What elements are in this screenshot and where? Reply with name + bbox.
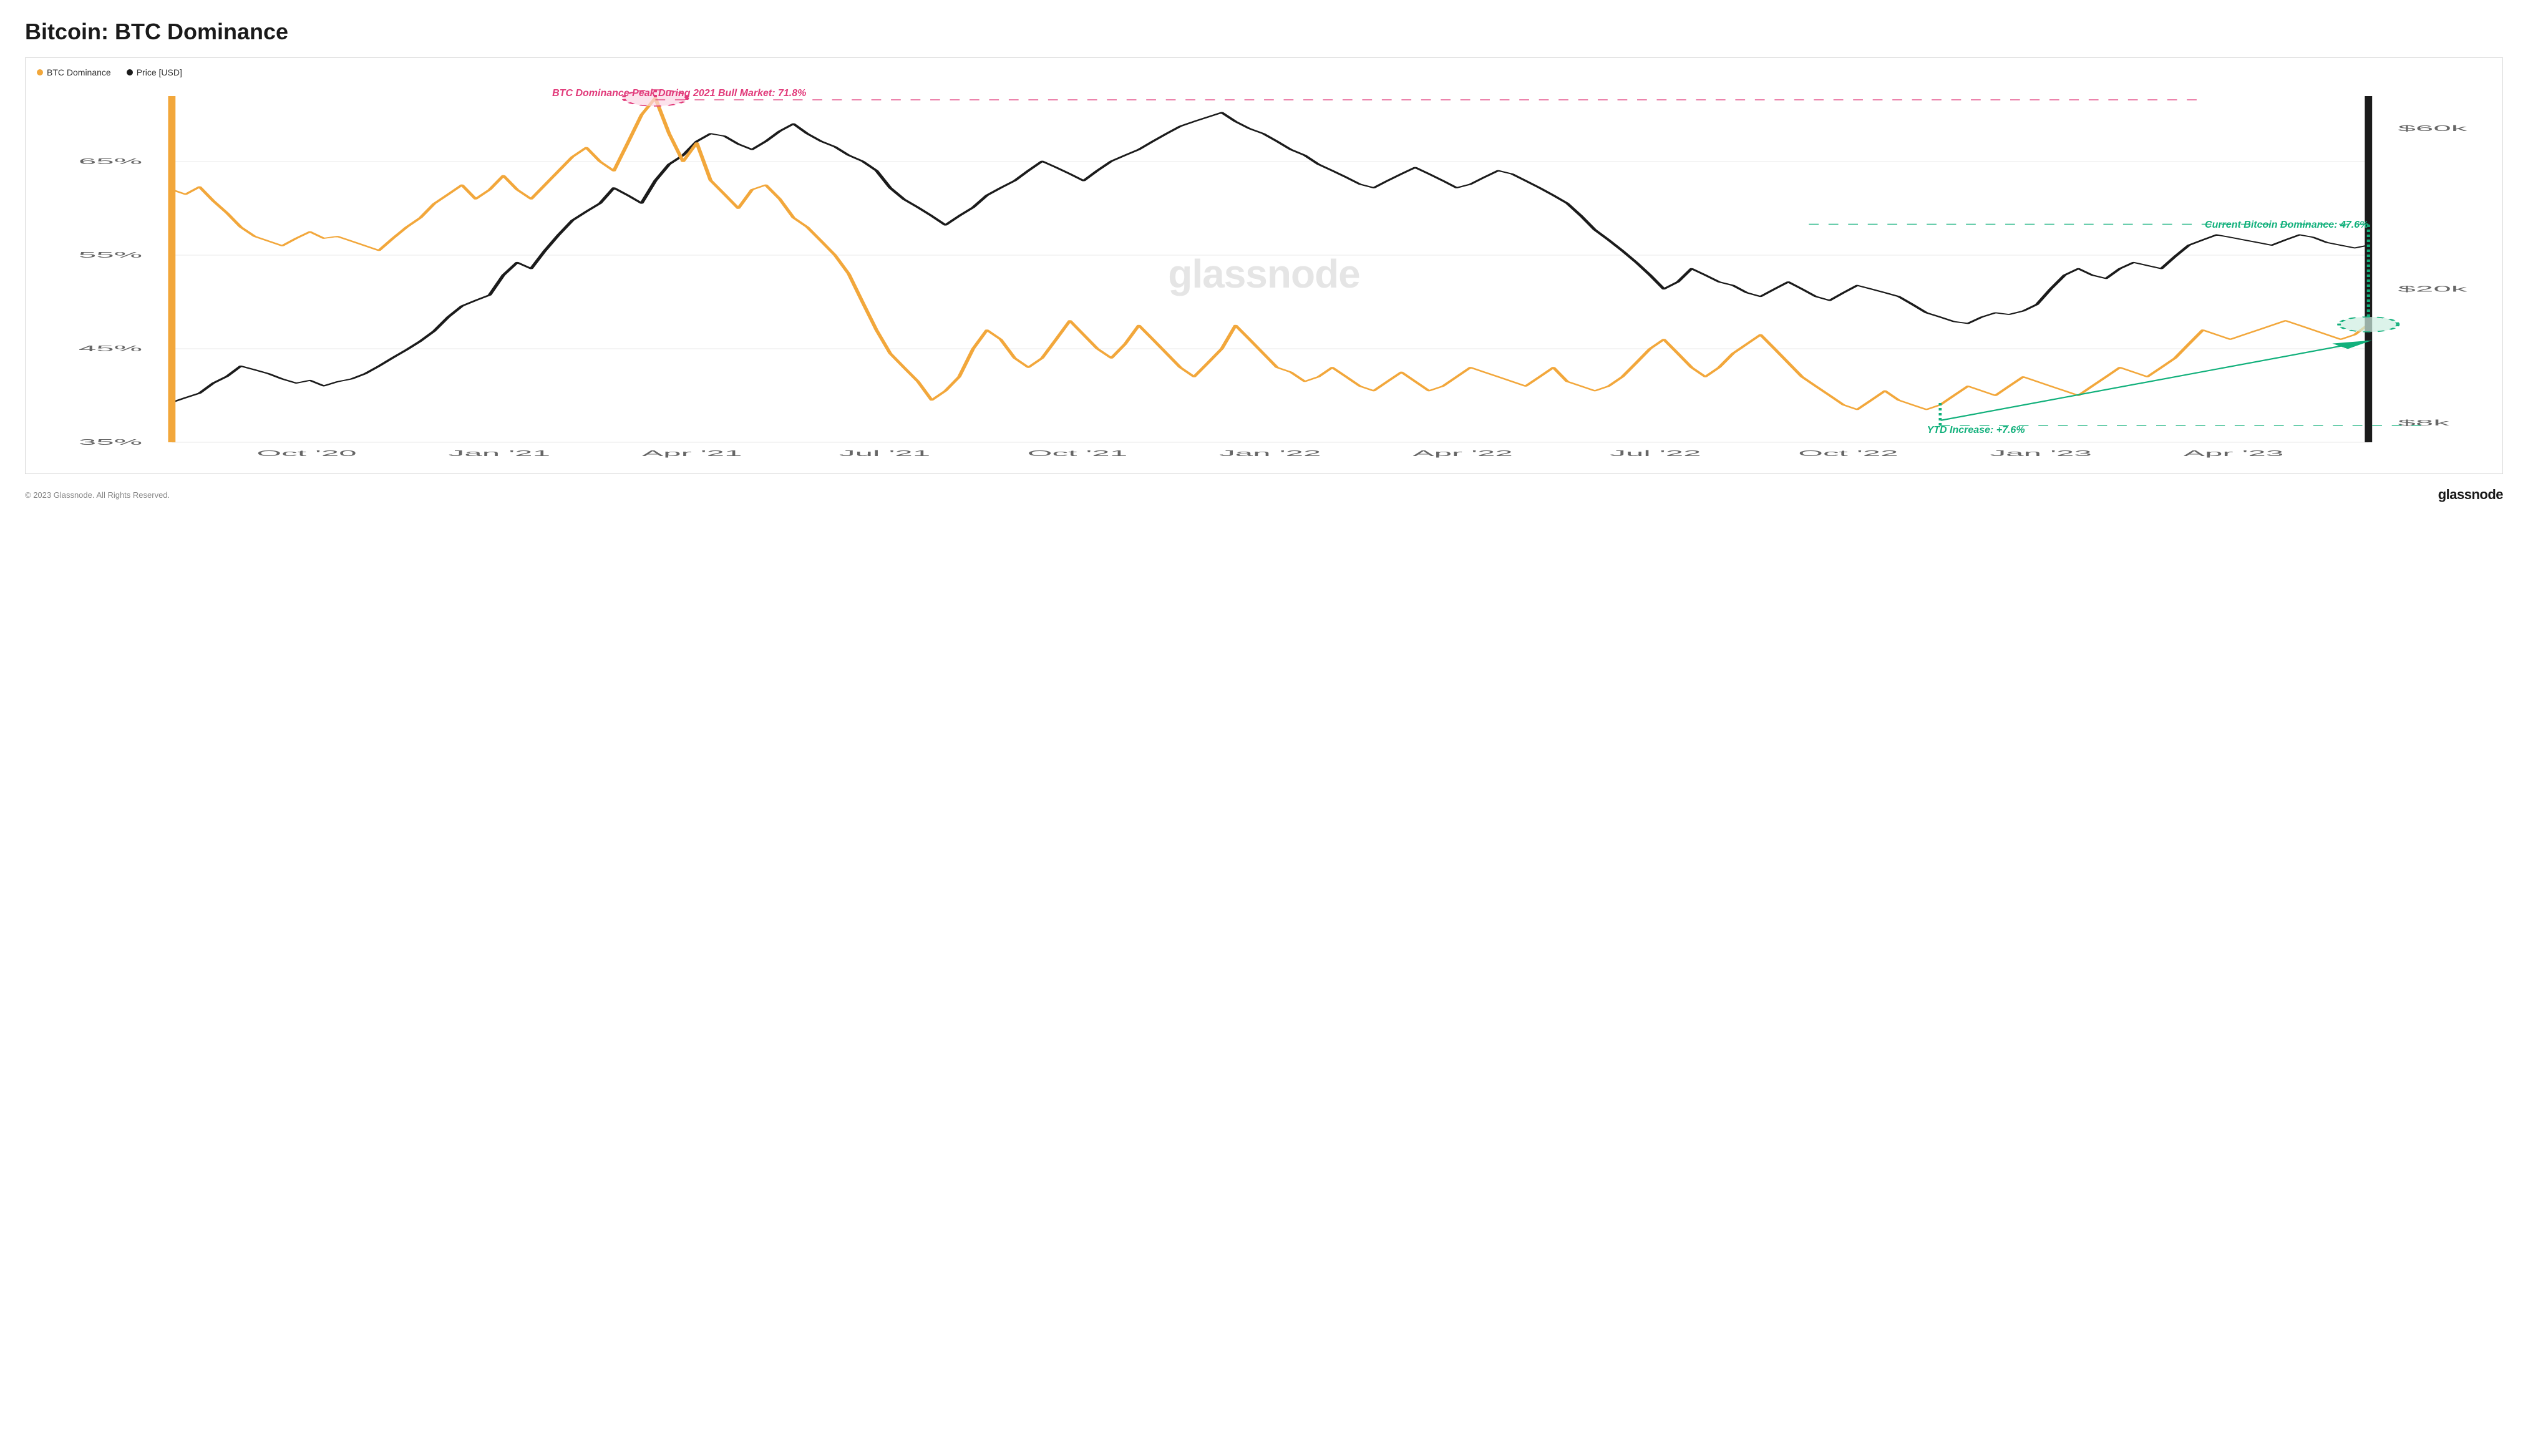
plot-area: glassnode 35%45%55%65%$8k$20k$60kOct '20… xyxy=(37,80,2491,467)
svg-text:45%: 45% xyxy=(79,344,142,353)
chart-svg: 35% 45% 55% 65% $8k $20k $60k Oct '20 Jan '21 Apr… xyxy=(37,80,2491,467)
legend: BTC Dominance Price [USD] xyxy=(37,67,2491,77)
svg-text:Apr '21: Apr '21 xyxy=(642,449,742,458)
legend-item-price: Price [USD] xyxy=(127,67,182,77)
svg-text:Oct '20: Oct '20 xyxy=(256,449,356,458)
annotation-ytd: YTD Increase: +7.6% xyxy=(1927,425,2025,436)
svg-text:Jan '23: Jan '23 xyxy=(1990,449,2092,458)
legend-label-dominance: BTC Dominance xyxy=(47,67,111,77)
annotation-peak: BTC Dominance Peak During 2021 Bull Mark… xyxy=(552,88,806,99)
svg-text:Jul '21: Jul '21 xyxy=(839,449,930,458)
legend-dot-price xyxy=(127,69,133,75)
legend-dot-dominance xyxy=(37,69,43,75)
svg-text:65%: 65% xyxy=(79,157,142,166)
svg-text:35%: 35% xyxy=(79,437,142,447)
chart-frame: BTC Dominance Price [USD] glassnode 35%4… xyxy=(25,57,2503,474)
legend-label-price: Price [USD] xyxy=(137,67,182,77)
copyright: © 2023 Glassnode. All Rights Reserved. xyxy=(25,490,170,500)
page-title: Bitcoin: BTC Dominance xyxy=(25,19,2503,45)
svg-text:55%: 55% xyxy=(79,250,142,260)
legend-item-dominance: BTC Dominance xyxy=(37,67,111,77)
svg-text:Jul '22: Jul '22 xyxy=(1610,449,1701,458)
svg-text:Jan '22: Jan '22 xyxy=(1219,449,1321,458)
footer: © 2023 Glassnode. All Rights Reserved. g… xyxy=(25,487,2503,503)
brand-logo: glassnode xyxy=(2438,487,2503,503)
svg-text:Oct '21: Oct '21 xyxy=(1028,449,1127,458)
svg-text:Jan '21: Jan '21 xyxy=(449,449,550,458)
svg-text:Oct '22: Oct '22 xyxy=(1798,449,1898,458)
annotation-current: Current Bitcoin Dominance: 47.6% xyxy=(2205,220,2368,231)
svg-text:$20k: $20k xyxy=(2398,284,2467,293)
svg-text:$8k: $8k xyxy=(2398,418,2450,427)
svg-text:Apr '22: Apr '22 xyxy=(1412,449,1512,458)
svg-text:Apr '23: Apr '23 xyxy=(2184,449,2283,458)
svg-text:$60k: $60k xyxy=(2398,124,2467,133)
